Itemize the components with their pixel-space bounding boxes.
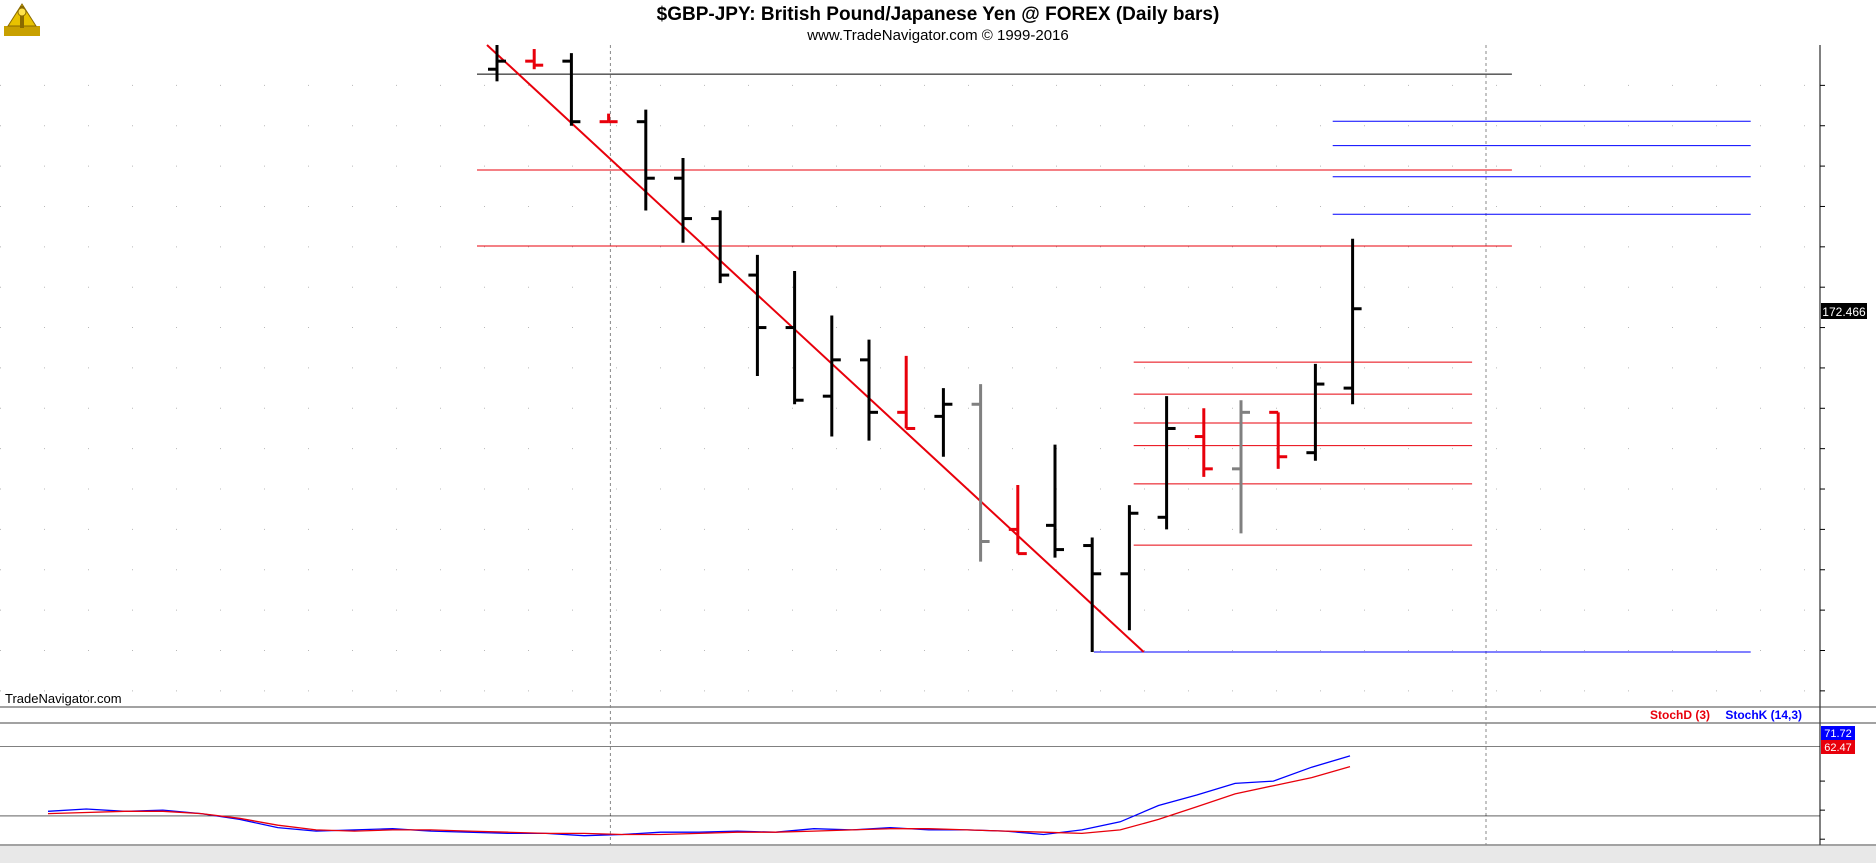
x-grid (609, 45, 1487, 845)
ohlc-bar (562, 53, 581, 126)
stoch-series-line (47, 765, 1351, 836)
legend-stochk: StochK (14,3) (1725, 708, 1802, 722)
trendline (486, 44, 1145, 653)
ohlc-bar (1120, 505, 1139, 631)
stoch-grid (0, 745, 1820, 817)
stoch-y-axis (1820, 780, 1825, 840)
ohlc-bar (488, 45, 506, 82)
ohlc-bar (897, 355, 916, 430)
trendline-segment (486, 44, 1145, 653)
ohlc-bar (971, 384, 990, 562)
trade-navigator-logo-icon (4, 3, 40, 36)
price-panel (0, 45, 1820, 709)
chart-title: $GBP-JPY: British Pound/Japanese Yen @ F… (657, 4, 1220, 25)
stochd-last-badge (1821, 740, 1855, 754)
price-levels (477, 73, 1751, 653)
ohlc-bar (860, 339, 878, 441)
ohlc-bar (1343, 238, 1362, 405)
ohlc-bar (636, 109, 655, 211)
x-axis-strip (0, 846, 1876, 863)
ohlc-bar (822, 315, 841, 437)
last-price-value: 172.466 (1822, 305, 1866, 319)
stoch-lines (47, 755, 1351, 837)
ohlc-bar (1194, 408, 1213, 477)
ohlc-bar (1232, 400, 1250, 534)
watermark: TradeNavigator.com (5, 691, 122, 706)
ohlc-bar (1157, 396, 1176, 530)
ohlc-bar (1008, 484, 1027, 556)
ohlc-bar (711, 210, 730, 284)
ohlc-bar (785, 271, 804, 405)
stoch-series-line (47, 755, 1351, 837)
ohlc-bar (674, 158, 692, 243)
legend-stochd: StochD (3) (1650, 708, 1710, 722)
ohlc-bar (1083, 537, 1102, 653)
y-axis (1820, 84, 1825, 692)
ohlc-bar (525, 49, 544, 70)
ohlc-bar (934, 388, 953, 457)
price-bars (488, 45, 1362, 653)
stochd-last-value: 62.47 (1824, 742, 1852, 754)
ohlc-bar (1269, 410, 1288, 469)
ohlc-bar (748, 254, 767, 376)
ohlc-bar (599, 113, 618, 124)
ohlc-bar (1306, 363, 1325, 461)
stochk-last-value: 71.72 (1824, 728, 1852, 740)
stochk-last-badge (1821, 726, 1855, 740)
last-price-badge (1821, 303, 1867, 319)
ohlc-bar (1046, 444, 1064, 558)
chart-subtitle: www.TradeNavigator.com © 1999-2016 (806, 27, 1068, 44)
